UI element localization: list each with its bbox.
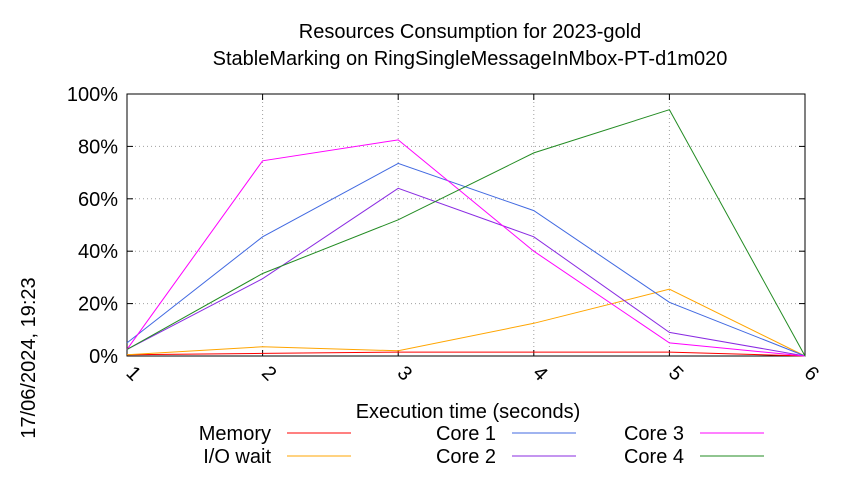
y-tick-label: 20% (78, 294, 118, 316)
legend-label-core-2: Core 2 (436, 446, 496, 468)
x-axis-title: Execution time (seconds) (356, 401, 581, 423)
chart-title: Resources Consumption for 2023-gold (299, 21, 641, 43)
x-tick-label: 1 (122, 362, 145, 385)
plot-border (126, 93, 806, 357)
legend-label-core-4: Core 4 (624, 446, 684, 468)
series-line-core-4 (126, 109, 806, 357)
legend-label-core-1: Core 1 (436, 423, 496, 445)
series-line-core-1 (126, 162, 806, 357)
x-tick-label: 3 (393, 362, 416, 385)
x-tick-label: 6 (800, 362, 823, 385)
y-tick-label: 100% (67, 84, 118, 106)
tick-labels: 0% 20% 40% 60% 80% 100% 1 2 3 4 5 6 (67, 84, 823, 385)
y-tick-label: 0% (89, 346, 118, 368)
legend-label-i-o-wait: I/O wait (203, 446, 271, 468)
x-tick-label: 5 (664, 362, 687, 385)
x-tick-label: 2 (257, 362, 280, 385)
grid (127, 94, 805, 356)
series-line-core-2 (126, 187, 806, 357)
axes (126, 93, 806, 357)
series-lines (126, 109, 806, 357)
chart-subtitle: StableMarking on RingSingleMessageInMbox… (213, 48, 728, 70)
x-tick-label: 4 (528, 362, 551, 385)
series-line-i-o-wait (126, 288, 806, 357)
y-tick-label: 80% (78, 136, 118, 158)
series-line-memory (126, 351, 806, 357)
y-tick-label: 60% (78, 189, 118, 211)
date-stamp: 17/06/2024, 19:23 (18, 277, 40, 438)
y-tick-label: 40% (78, 241, 118, 263)
legend-label-core-3: Core 3 (624, 423, 684, 445)
series-line-core-3 (126, 139, 806, 357)
legend-label-memory: Memory (199, 423, 271, 445)
